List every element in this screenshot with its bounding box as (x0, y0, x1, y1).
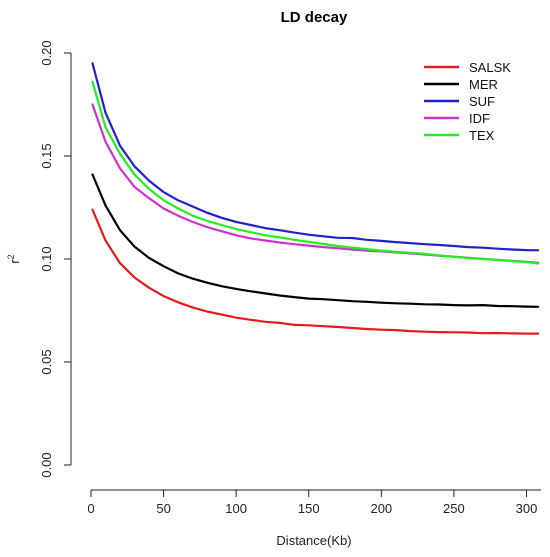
chart-title: LD decay (281, 9, 348, 26)
y-tick-label: 0.20 (39, 40, 54, 65)
x-ticks: 0 50 100 150 200 250 300 (87, 490, 537, 516)
x-tick-label: 50 (156, 501, 170, 516)
y-axis-title-superscript: 2 (6, 254, 16, 259)
x-tick-label: 150 (298, 501, 320, 516)
x-tick-label: 300 (516, 501, 538, 516)
y-axis-title-base: r (7, 259, 22, 264)
y-tick-label: 0.05 (39, 349, 54, 374)
series-line-mer (91, 173, 540, 308)
series-line-tex (91, 80, 540, 265)
y-tick-label: 0.00 (39, 452, 54, 477)
x-axis-title: Distance(Kb) (276, 533, 351, 548)
legend-label-tex: TEX (469, 128, 495, 143)
y-ticks: 0.00 0.05 0.10 0.15 0.20 (39, 40, 71, 478)
series-lines (91, 62, 540, 335)
x-tick-label: 250 (443, 501, 465, 516)
legend-label-idf: IDF (469, 111, 490, 126)
legend-label-suf: SUF (469, 94, 495, 109)
x-tick-label: 0 (87, 501, 94, 516)
series-line-suf (91, 62, 540, 252)
legend-label-mer: MER (469, 77, 498, 92)
y-tick-label: 0.10 (39, 246, 54, 271)
x-tick-label: 100 (225, 501, 247, 516)
svg-text:r2: r2 (6, 254, 22, 263)
x-tick-label: 200 (370, 501, 392, 516)
legend: SALSK MER SUF IDF TEX (424, 60, 511, 143)
y-tick-label: 0.15 (39, 143, 54, 168)
y-axis-title: r2 (6, 254, 22, 263)
legend-label-salsk: SALSK (469, 60, 511, 75)
series-line-salsk (91, 208, 540, 335)
